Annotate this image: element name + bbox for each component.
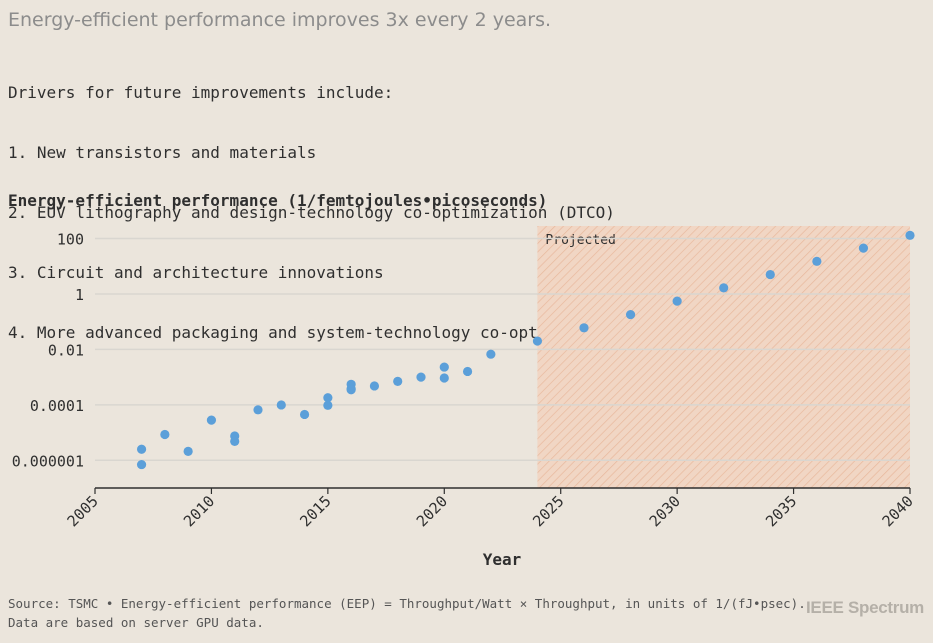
data-point: [579, 323, 589, 333]
data-point: [136, 459, 147, 470]
data-point: [905, 230, 915, 240]
data-point: [323, 400, 333, 410]
data-point: [183, 446, 193, 456]
x-tick-label: 2015: [296, 492, 334, 530]
data-point: [416, 372, 426, 382]
y-tick-label: 100: [57, 230, 84, 248]
data-point: [136, 444, 147, 454]
data-point: [439, 362, 449, 372]
data-point: [532, 336, 543, 346]
x-tick-label: 2010: [180, 492, 218, 530]
driver-item: 3. Circuit and architecture innovations: [8, 263, 384, 282]
drivers-list: Drivers for future improvements include:…: [8, 43, 692, 363]
y-tick-label: 0.0001: [30, 397, 84, 415]
x-axis-label: Year: [483, 550, 522, 569]
x-tick-label: 2025: [529, 492, 567, 530]
data-point: [439, 373, 449, 383]
projected-label: Projected: [545, 233, 615, 248]
y-tick-label: 0.01: [48, 341, 84, 359]
data-point: [160, 429, 170, 440]
data-point: [765, 269, 775, 280]
data-point: [346, 385, 356, 395]
data-point: [276, 400, 286, 410]
x-tick-label: 2005: [64, 492, 102, 530]
drivers-intro: Drivers for future improvements include:: [8, 83, 394, 102]
data-point: [299, 409, 310, 420]
data-point: [486, 349, 496, 359]
data-point: [812, 256, 822, 266]
data-point: [253, 405, 263, 415]
data-point: [625, 309, 636, 320]
driver-item: 2. EUV lithography and design-technology…: [8, 203, 615, 222]
data-point: [230, 436, 240, 446]
data-point: [393, 376, 403, 387]
x-tick-label: 2030: [646, 492, 684, 530]
data-point: [719, 283, 729, 293]
data-point: [672, 296, 682, 306]
chart-title: Energy-efficient performance (1/femtojou…: [8, 191, 548, 210]
data-point: [369, 381, 380, 391]
projected-hatch: [537, 226, 910, 488]
data-point: [858, 243, 869, 253]
x-tick-label: 2035: [762, 492, 800, 530]
data-point: [323, 393, 333, 403]
x-tick-label: 2020: [413, 492, 451, 530]
x-tick-label: 2040: [879, 492, 917, 530]
data-point: [206, 415, 217, 425]
data-point: [462, 366, 473, 377]
source-note: Source: TSMC • Energy-efficient performa…: [8, 596, 806, 630]
headline: Energy-efficient performance improves 3x…: [8, 9, 552, 31]
y-tick-label: 1: [75, 286, 84, 304]
y-tick-label: 0.000001: [12, 452, 84, 470]
ieee-spectrum-logo: IEEE Spectrum: [806, 598, 924, 617]
driver-item: 1. New transistors and materials: [8, 143, 317, 162]
